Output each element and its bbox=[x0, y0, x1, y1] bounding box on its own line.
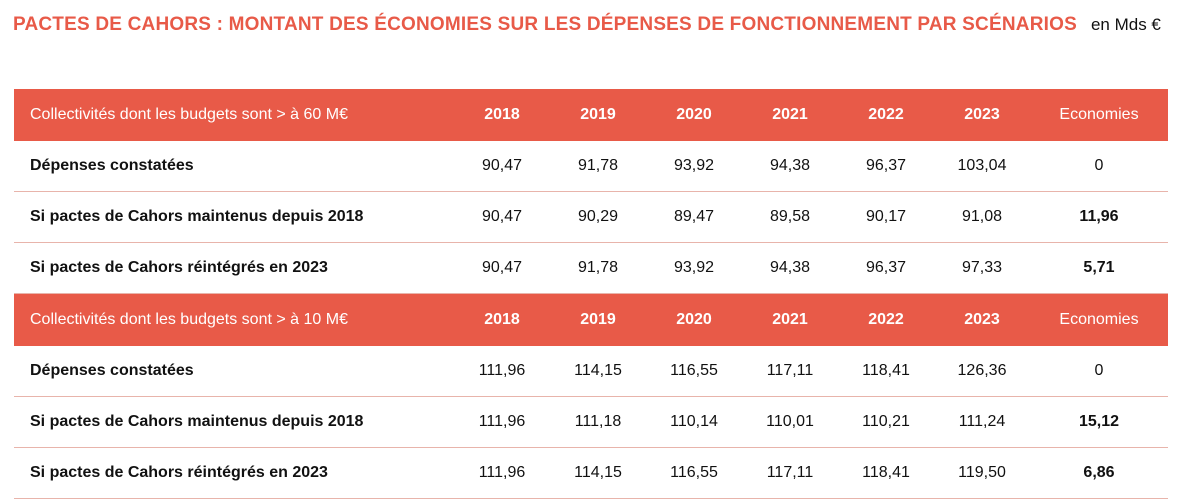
cell-value: 110,01 bbox=[742, 396, 838, 448]
cell-value: 114,15 bbox=[550, 346, 646, 397]
economies-header: Economies bbox=[1030, 293, 1168, 346]
cell-value: 111,96 bbox=[454, 396, 550, 448]
table-row: Si pactes de Cahors maintenus depuis 201… bbox=[14, 191, 1168, 243]
table-row: Si pactes de Cahors réintégrés en 2023 9… bbox=[14, 242, 1168, 294]
cell-value: 111,96 bbox=[454, 346, 550, 397]
section-header-label: Collectivités dont les budgets sont > à … bbox=[14, 89, 454, 141]
year-header: 2019 bbox=[550, 293, 646, 346]
unit-label: en Mds € bbox=[1090, 15, 1161, 34]
cell-value: 117,11 bbox=[742, 447, 838, 499]
year-header: 2018 bbox=[454, 89, 550, 141]
economies-value: 0 bbox=[1030, 346, 1168, 397]
cell-value: 90,29 bbox=[550, 191, 646, 243]
savings-table: Collectivités dont les budgets sont > à … bbox=[14, 89, 1168, 499]
cell-value: 116,55 bbox=[646, 346, 742, 397]
cell-value: 90,47 bbox=[454, 242, 550, 294]
section-header-60m: Collectivités dont les budgets sont > à … bbox=[14, 89, 1168, 141]
year-header: 2023 bbox=[934, 293, 1030, 346]
cell-value: 96,37 bbox=[838, 141, 934, 192]
cell-value: 111,96 bbox=[454, 447, 550, 499]
cell-value: 89,58 bbox=[742, 191, 838, 243]
cell-value: 110,14 bbox=[646, 396, 742, 448]
cell-value: 111,18 bbox=[550, 396, 646, 448]
title-block: PACTES DE CAHORS : MONTANT DES ÉCONOMIES… bbox=[13, 14, 1183, 35]
cell-value: 97,33 bbox=[934, 242, 1030, 294]
economies-header: Economies bbox=[1030, 89, 1168, 141]
year-header: 2022 bbox=[838, 89, 934, 141]
table-row: Si pactes de Cahors maintenus depuis 201… bbox=[14, 396, 1168, 448]
section-header-label: Collectivités dont les budgets sont > à … bbox=[14, 293, 454, 346]
cell-value: 90,47 bbox=[454, 141, 550, 192]
year-header: 2020 bbox=[646, 89, 742, 141]
economies-value: 5,71 bbox=[1030, 242, 1168, 294]
cell-value: 118,41 bbox=[838, 447, 934, 499]
cell-value: 117,11 bbox=[742, 346, 838, 397]
row-label: Si pactes de Cahors maintenus depuis 201… bbox=[14, 396, 454, 448]
cell-value: 90,47 bbox=[454, 191, 550, 243]
year-header: 2018 bbox=[454, 293, 550, 346]
page-title: PACTES DE CAHORS : MONTANT DES ÉCONOMIES… bbox=[13, 14, 1077, 35]
year-header: 2021 bbox=[742, 89, 838, 141]
cell-value: 91,08 bbox=[934, 191, 1030, 243]
year-header: 2021 bbox=[742, 293, 838, 346]
year-header: 2022 bbox=[838, 293, 934, 346]
cell-value: 114,15 bbox=[550, 447, 646, 499]
cell-value: 116,55 bbox=[646, 447, 742, 499]
cell-value: 110,21 bbox=[838, 396, 934, 448]
cell-value: 91,78 bbox=[550, 242, 646, 294]
row-label: Si pactes de Cahors réintégrés en 2023 bbox=[14, 447, 454, 499]
cell-value: 94,38 bbox=[742, 242, 838, 294]
section-header-10m: Collectivités dont les budgets sont > à … bbox=[14, 293, 1168, 346]
year-header: 2023 bbox=[934, 89, 1030, 141]
cell-value: 103,04 bbox=[934, 141, 1030, 192]
row-label: Si pactes de Cahors maintenus depuis 201… bbox=[14, 191, 454, 243]
row-label: Si pactes de Cahors réintégrés en 2023 bbox=[14, 242, 454, 294]
year-header: 2019 bbox=[550, 89, 646, 141]
year-header: 2020 bbox=[646, 293, 742, 346]
cell-value: 93,92 bbox=[646, 242, 742, 294]
row-label: Dépenses constatées bbox=[14, 346, 454, 397]
cell-value: 111,24 bbox=[934, 396, 1030, 448]
cell-value: 89,47 bbox=[646, 191, 742, 243]
table-row: Dépenses constatées 111,96 114,15 116,55… bbox=[14, 346, 1168, 397]
economies-value: 11,96 bbox=[1030, 191, 1168, 243]
cell-value: 91,78 bbox=[550, 141, 646, 192]
economies-value: 6,86 bbox=[1030, 447, 1168, 499]
table-row: Si pactes de Cahors réintégrés en 2023 1… bbox=[14, 447, 1168, 499]
cell-value: 90,17 bbox=[838, 191, 934, 243]
cell-value: 119,50 bbox=[934, 447, 1030, 499]
row-label: Dépenses constatées bbox=[14, 141, 454, 192]
cell-value: 93,92 bbox=[646, 141, 742, 192]
economies-value: 0 bbox=[1030, 141, 1168, 192]
cell-value: 94,38 bbox=[742, 141, 838, 192]
table-row: Dépenses constatées 90,47 91,78 93,92 94… bbox=[14, 141, 1168, 192]
cell-value: 126,36 bbox=[934, 346, 1030, 397]
cell-value: 118,41 bbox=[838, 346, 934, 397]
economies-value: 15,12 bbox=[1030, 396, 1168, 448]
cell-value: 96,37 bbox=[838, 242, 934, 294]
